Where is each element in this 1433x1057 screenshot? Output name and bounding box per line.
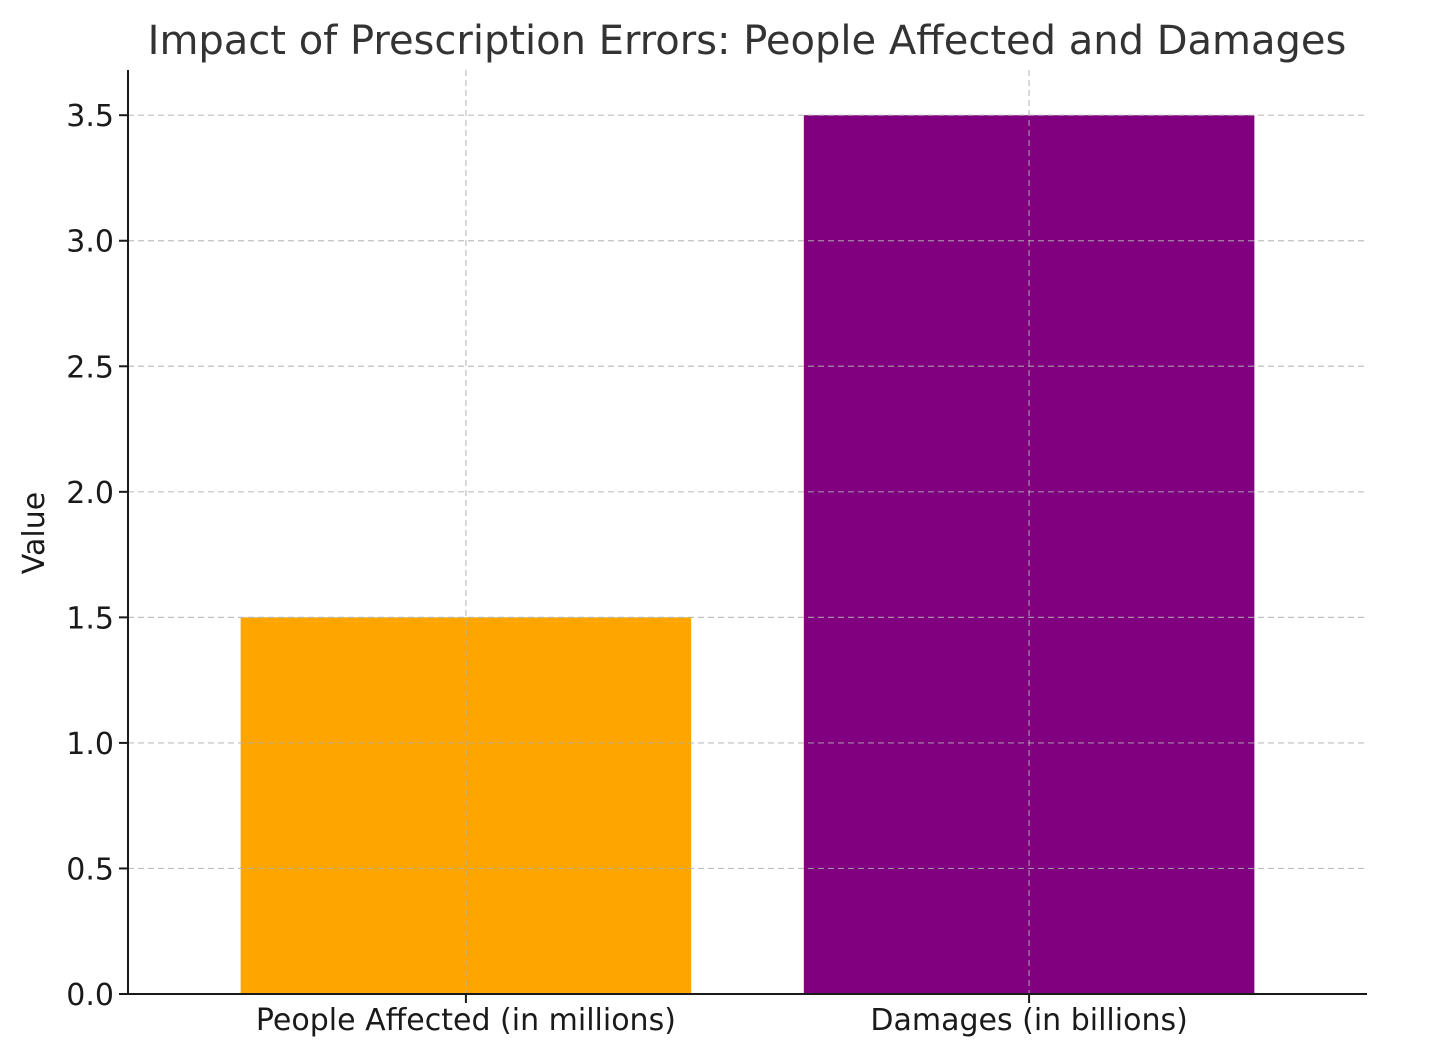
y-axis-label: Value [17, 492, 52, 574]
x-tick-label: Damages (in billions) [870, 1003, 1187, 1038]
y-tick-label: 1.5 [66, 601, 114, 636]
y-tick-label: 0.0 [66, 978, 114, 1013]
y-tick-label: 3.5 [66, 99, 114, 134]
y-ticks: 0.0 0.5 1.0 1.5 2.0 2.5 3.0 3.5 [66, 99, 128, 1013]
x-ticks: People Affected (in millions) Damages (in… [256, 994, 1188, 1038]
y-tick-label: 3.0 [66, 225, 114, 260]
x-tick-label: People Affected (in millions) [256, 1003, 676, 1038]
y-tick-label: 2.5 [66, 350, 114, 385]
axes [127, 70, 1367, 995]
bars [240, 115, 1255, 994]
y-tick-label: 1.0 [66, 727, 114, 762]
y-tick-label: 0.5 [66, 852, 114, 887]
chart-title: Impact of Prescription Errors: People Af… [148, 18, 1347, 64]
grid-lines-front [128, 70, 1367, 994]
y-tick-label: 2.0 [66, 476, 114, 511]
